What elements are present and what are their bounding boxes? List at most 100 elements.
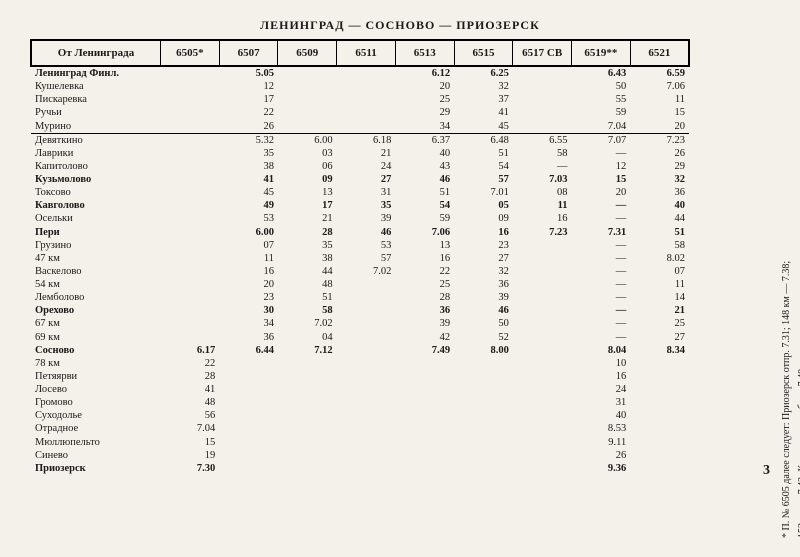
- time-cell: 7.49: [395, 344, 454, 357]
- time-cell: [278, 93, 337, 106]
- time-cell: 16: [395, 252, 454, 265]
- time-cell: 29: [630, 160, 689, 173]
- station-name: Пискаревка: [31, 93, 161, 106]
- time-cell: —: [572, 252, 631, 265]
- time-cell: 6.18: [337, 133, 396, 147]
- time-cell: 16: [572, 370, 631, 383]
- time-cell: 36: [630, 186, 689, 199]
- time-cell: 56: [161, 409, 220, 422]
- time-cell: [513, 265, 572, 278]
- time-cell: [161, 106, 220, 119]
- time-cell: [630, 409, 689, 422]
- time-cell: 6.55: [513, 133, 572, 147]
- route-title: ЛЕНИНГРАД — СОСНОВО — ПРИОЗЕРСК: [30, 18, 770, 33]
- time-cell: 59: [395, 212, 454, 225]
- station-name: Капитолово: [31, 160, 161, 173]
- time-cell: 54: [395, 199, 454, 212]
- time-cell: [513, 106, 572, 119]
- time-cell: 21: [278, 212, 337, 225]
- time-cell: 32: [630, 173, 689, 186]
- time-cell: [219, 409, 278, 422]
- time-cell: 25: [395, 93, 454, 106]
- time-cell: [278, 396, 337, 409]
- time-cell: 07: [630, 265, 689, 278]
- station-name: Девяткино: [31, 133, 161, 147]
- time-cell: 41: [454, 106, 513, 119]
- table-row: Ленинград Финл.5.056.126.256.436.59: [31, 66, 689, 80]
- time-cell: [337, 331, 396, 344]
- time-cell: 6.37: [395, 133, 454, 147]
- timetable: От Ленинграда6505*6507650965116513651565…: [30, 39, 690, 475]
- time-cell: [219, 370, 278, 383]
- time-cell: [513, 344, 572, 357]
- time-cell: 31: [337, 186, 396, 199]
- station-name: 47 км: [31, 252, 161, 265]
- time-cell: [337, 106, 396, 119]
- time-cell: 7.04: [572, 120, 631, 134]
- table-row: Пискаревка1725375511: [31, 93, 689, 106]
- station-name: Синево: [31, 449, 161, 462]
- station-name: Петяярви: [31, 370, 161, 383]
- time-cell: 32: [454, 265, 513, 278]
- time-cell: 58: [278, 304, 337, 317]
- time-cell: [454, 436, 513, 449]
- station-name: 54 км: [31, 278, 161, 291]
- time-cell: [513, 304, 572, 317]
- time-cell: —: [572, 265, 631, 278]
- time-cell: [454, 462, 513, 475]
- table-row: Мюллюпельто159.11: [31, 436, 689, 449]
- time-cell: [161, 186, 220, 199]
- time-cell: 28: [395, 291, 454, 304]
- time-cell: 5.05: [219, 66, 278, 80]
- time-cell: —: [513, 160, 572, 173]
- time-cell: 7.06: [395, 226, 454, 239]
- time-cell: [337, 93, 396, 106]
- time-cell: 36: [219, 331, 278, 344]
- time-cell: 34: [219, 317, 278, 330]
- time-cell: [513, 383, 572, 396]
- time-cell: 22: [219, 106, 278, 119]
- time-cell: [219, 422, 278, 435]
- time-cell: [395, 436, 454, 449]
- station-name: Мюллюпельто: [31, 436, 161, 449]
- time-cell: [219, 436, 278, 449]
- footnote-line: 152 км — 7.43; Кузнечное приб. — 7.48.: [796, 38, 800, 538]
- time-cell: 32: [454, 80, 513, 93]
- table-row: Лосево4124: [31, 383, 689, 396]
- col-station: От Ленинграда: [31, 40, 161, 66]
- table-row: Синево1926: [31, 449, 689, 462]
- time-cell: 53: [219, 212, 278, 225]
- table-row: Осельки532139590916—44: [31, 212, 689, 225]
- time-cell: [161, 173, 220, 186]
- time-cell: [337, 278, 396, 291]
- table-row: 78 км2210: [31, 357, 689, 370]
- time-cell: [395, 462, 454, 475]
- time-cell: [161, 66, 220, 80]
- table-row: 67 км347.023950—25: [31, 317, 689, 330]
- table-row: Кузьмолово41092746577.031532: [31, 173, 689, 186]
- time-cell: [337, 291, 396, 304]
- time-cell: 11: [630, 93, 689, 106]
- time-cell: 21: [630, 304, 689, 317]
- time-cell: [219, 462, 278, 475]
- time-cell: 53: [337, 239, 396, 252]
- footnotes: * П. № 6505 далее следует: Приозерск отп…: [780, 38, 800, 538]
- time-cell: 36: [454, 278, 513, 291]
- time-cell: [161, 304, 220, 317]
- time-cell: 26: [572, 449, 631, 462]
- time-cell: —: [572, 317, 631, 330]
- page-number: 3: [763, 463, 770, 479]
- time-cell: 36: [395, 304, 454, 317]
- time-cell: 6.00: [219, 226, 278, 239]
- time-cell: [161, 278, 220, 291]
- table-row: Суходолье5640: [31, 409, 689, 422]
- time-cell: 58: [630, 239, 689, 252]
- time-cell: [278, 106, 337, 119]
- time-cell: [454, 370, 513, 383]
- time-cell: 23: [454, 239, 513, 252]
- time-cell: —: [572, 291, 631, 304]
- time-cell: 30: [219, 304, 278, 317]
- time-cell: [161, 239, 220, 252]
- time-cell: 25: [630, 317, 689, 330]
- time-cell: 37: [454, 93, 513, 106]
